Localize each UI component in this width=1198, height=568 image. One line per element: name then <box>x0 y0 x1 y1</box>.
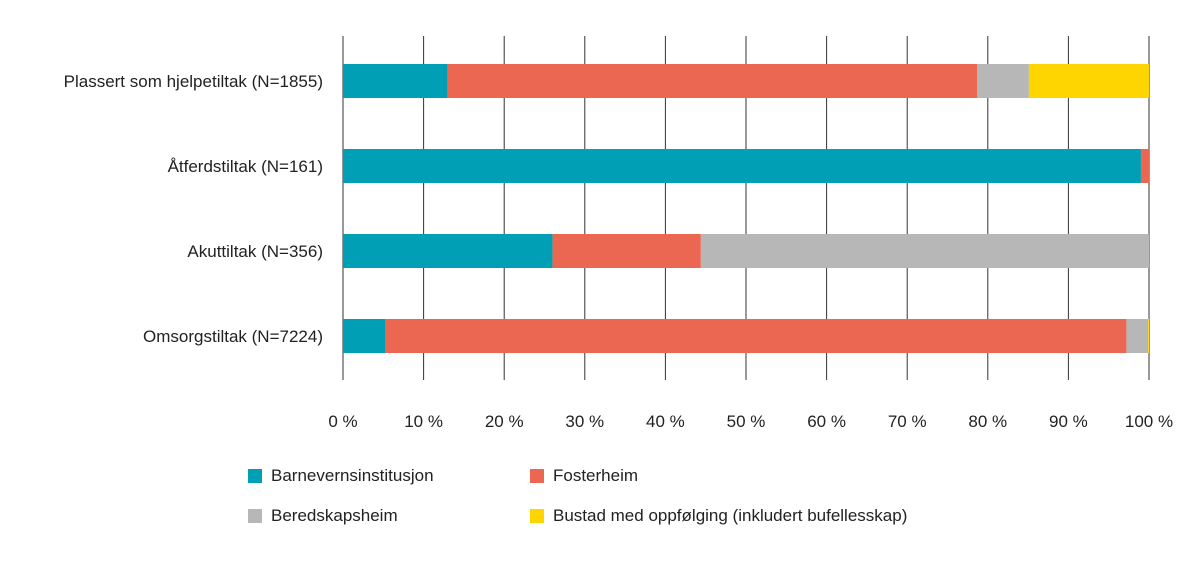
bar-segment-barnevernsinstitusjon <box>343 64 448 98</box>
x-tick-label: 40 % <box>646 412 685 431</box>
bar-segment-fosterheim <box>552 234 701 268</box>
bar-segments <box>343 64 1149 353</box>
legend-item-beredskapsheim: Beredskapsheim <box>248 506 398 526</box>
bar-segment-barnevernsinstitusjon <box>343 149 1141 183</box>
legend-label: Beredskapsheim <box>271 506 398 525</box>
legend-label: Bustad med oppfølging (inkludert bufelle… <box>553 506 908 525</box>
category-label: Åtferdstiltak (N=161) <box>168 157 323 176</box>
x-tick-label: 70 % <box>888 412 927 431</box>
legend-swatch <box>530 509 544 523</box>
x-tick-label: 20 % <box>485 412 524 431</box>
legend-label: Barnevernsinstitusjon <box>271 466 434 485</box>
bar-segment-fosterheim <box>447 64 978 98</box>
x-tick-label: 10 % <box>404 412 443 431</box>
x-tick-label: 90 % <box>1049 412 1088 431</box>
legend-item-barnevernsinstitusjon: Barnevernsinstitusjon <box>248 466 434 486</box>
bar-segment-barnevernsinstitusjon <box>343 234 553 268</box>
x-tick-label: 100 % <box>1125 412 1173 431</box>
bar-segment-fosterheim <box>385 319 1127 353</box>
category-labels: Plassert som hjelpetiltak (N=1855) Åtferd… <box>64 72 323 346</box>
bar-segment-beredskapsheim <box>700 234 1149 268</box>
legend-swatch <box>530 469 544 483</box>
bar-segment-beredskapsheim <box>1126 319 1149 353</box>
bar-segment-fosterheim <box>1140 149 1149 183</box>
legend-label: Fosterheim <box>553 466 639 485</box>
bar-segment-beredskapsheim <box>977 64 1029 98</box>
category-label: Omsorgstiltak (N=7224) <box>143 327 323 346</box>
x-tick-label: 0 % <box>328 412 357 431</box>
x-tick-label: 60 % <box>807 412 846 431</box>
bar-segment-bustad-med-oppfølging-inkludert-bufellesskap <box>1028 64 1149 98</box>
legend-item-fosterheim: Fosterheim <box>530 466 638 486</box>
legend-swatch <box>248 509 262 523</box>
legend-swatch <box>248 469 262 483</box>
bar-segment-bustad-med-oppfølging-inkludert-bufellesskap <box>1148 319 1149 353</box>
stacked-bar-chart: Plassert som hjelpetiltak (N=1855) Åtferd… <box>64 36 1173 431</box>
x-tick-label: 30 % <box>565 412 604 431</box>
bar-segment-barnevernsinstitusjon <box>343 319 386 353</box>
legend-item-bustad-med-oppfolging: Bustad med oppfølging (inkludert bufelle… <box>530 506 907 526</box>
x-tick-labels: 0 % 10 % 20 % 30 % 40 % 50 % 60 % 70 % 80 % 90 % 1… <box>328 412 1173 431</box>
category-label: Akuttiltak (N=356) <box>187 242 323 261</box>
category-label: Plassert som hjelpetiltak (N=1855) <box>64 72 323 91</box>
x-tick-label: 80 % <box>968 412 1007 431</box>
x-tick-label: 50 % <box>727 412 766 431</box>
